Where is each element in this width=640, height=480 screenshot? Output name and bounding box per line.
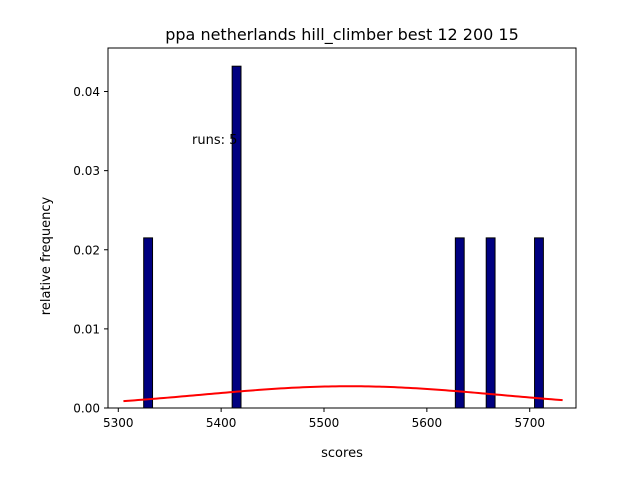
- x-tick-label: 5300: [103, 416, 134, 430]
- y-tick-label: 0.03: [73, 164, 100, 178]
- y-axis-label: relative frequency: [39, 197, 54, 316]
- histogram-bar-1: [143, 237, 154, 409]
- x-tick-label: 5500: [309, 416, 340, 430]
- x-tick-label: 5700: [514, 416, 545, 430]
- y-tick-label: 0.04: [73, 85, 100, 99]
- y-axis-ticks: 0.00 0.01 0.02 0.03 0.04: [73, 85, 108, 416]
- x-tick-label: 5400: [206, 416, 237, 430]
- y-tick-label: 0.01: [73, 322, 100, 336]
- y-tick-label: 0.02: [73, 243, 100, 257]
- y-tick-label: 0.00: [73, 402, 100, 416]
- x-tick-label: 5600: [412, 416, 443, 430]
- chart-title: ppa netherlands hill_climber best 12 200…: [165, 25, 519, 45]
- runs-annotation: runs: 5: [192, 133, 237, 148]
- axes-frame: [107, 47, 577, 409]
- histogram-bar-3: [454, 237, 465, 409]
- histogram-bar-4: [485, 237, 496, 409]
- histogram-bar-5: [534, 237, 544, 409]
- histogram-bar-2: [231, 65, 242, 409]
- fit-curve-line: [123, 385, 563, 403]
- x-axis-label: scores: [321, 446, 363, 461]
- x-axis-ticks: 5300 5400 5500 5600 5700: [103, 408, 545, 430]
